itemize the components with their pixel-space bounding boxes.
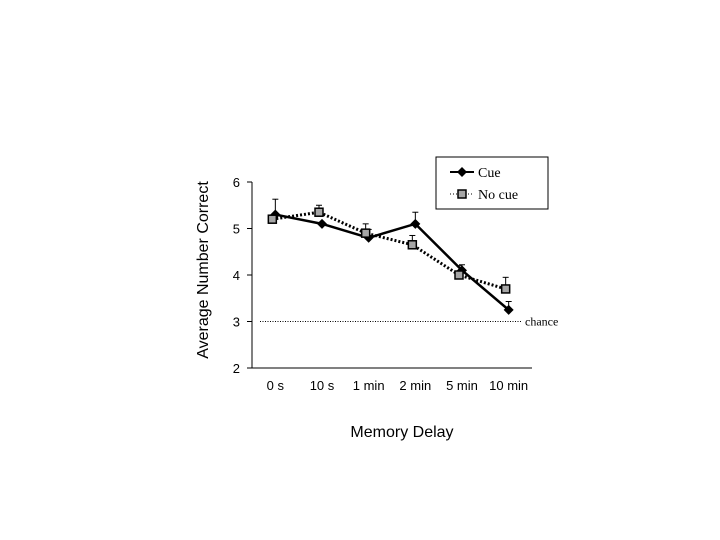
x-tick-labels: 0 s 10 s 1 min 2 min 5 min 10 min [267,378,529,393]
chance-label: chance [525,315,558,329]
series-lines [272,210,510,311]
x-tick-label: 0 s [267,378,285,393]
data-point-cue [410,218,421,229]
x-tick-label: 10 s [310,378,335,393]
y-tick-label: 2 [233,361,240,376]
x-tick-label: 2 min [399,378,431,393]
y-axis-title: Average Number Correct [195,181,212,359]
series-line-cue [275,213,510,311]
data-point-no-cue [500,284,511,294]
legend-marker-no-cue [457,189,467,199]
data-point-no-cue [314,207,324,217]
y-tick-label: 5 [233,222,240,237]
data-point-no-cue [360,228,371,238]
x-tick-label: 1 min [353,378,385,393]
error-bars [272,198,512,310]
reference-line: chance [260,315,558,329]
data-point-no-cue [407,240,418,250]
y-tick-label: 6 [233,175,240,190]
data-point-cue [317,218,327,229]
x-tick-label: 5 min [446,378,478,393]
y-ticks: 2 3 4 5 6 [233,175,252,376]
data-point-cue [503,304,514,315]
legend-label-cue: Cue [478,166,501,181]
data-point-no-cue [454,270,464,280]
y-tick-label: 3 [233,315,240,330]
legend-marker-cue [457,167,467,177]
data-point-no-cue [267,214,278,224]
x-tick-label: 10 min [489,378,528,393]
legend-label-no-cue: No cue [478,188,518,203]
legend: Cue No cue [435,156,549,210]
series-markers [267,207,514,315]
legend-box [435,156,549,210]
series-line-no-cue [272,210,507,291]
x-axis-title: Memory Delay [350,424,453,441]
y-tick-label: 4 [233,268,240,283]
